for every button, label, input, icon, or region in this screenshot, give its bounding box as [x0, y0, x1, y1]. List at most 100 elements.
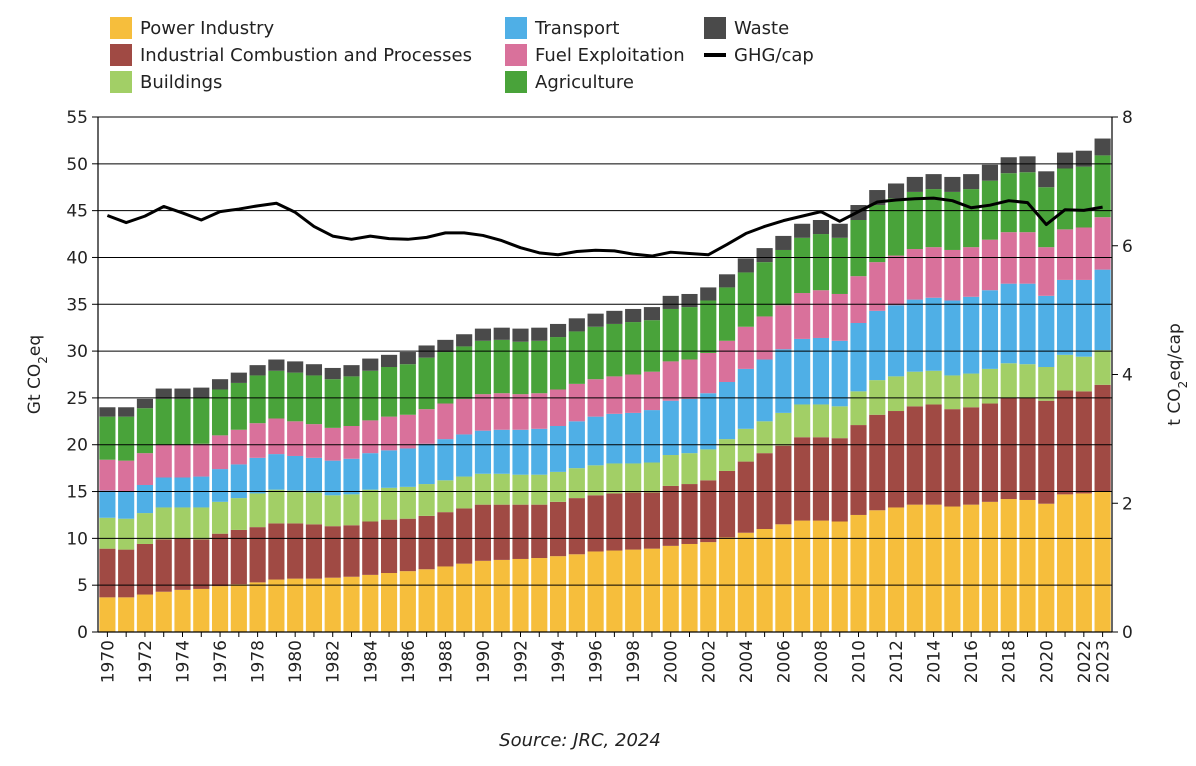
bar-waste-1975 [193, 387, 210, 398]
bar-waste-1985 [380, 354, 398, 368]
bar-industrial-combustion-and-processes-1998 [625, 492, 642, 550]
bar-fuel-exploitation-2005 [756, 316, 773, 360]
bar-power-industry-1998 [625, 549, 642, 632]
bar-power-industry-1999 [643, 548, 661, 632]
bar-industrial-combustion-and-processes-1982 [324, 526, 341, 578]
bar-transport-1979 [268, 454, 285, 490]
y-tick-label-30: 30 [66, 342, 88, 362]
bar-buildings-1995 [568, 468, 585, 499]
bar-industrial-combustion-and-processes-2011 [869, 414, 886, 511]
bar-buildings-1989 [456, 476, 473, 509]
bar-fuel-exploitation-2021 [1056, 229, 1074, 280]
bar-industrial-combustion-and-processes-1973 [155, 539, 172, 592]
bar-agriculture-2007 [794, 237, 811, 294]
y-tick-label-55: 55 [66, 108, 88, 128]
bar-fuel-exploitation-1974 [174, 444, 191, 478]
bar-buildings-2010 [850, 391, 867, 426]
bar-fuel-exploitation-1988 [437, 403, 454, 440]
bar-industrial-combustion-and-processes-1993 [531, 504, 548, 559]
bar-transport-1986 [399, 448, 416, 487]
bar-fuel-exploitation-1971 [118, 460, 135, 492]
bar-waste-1981 [305, 364, 323, 376]
x-tick-label-2006: 2006 [774, 640, 794, 683]
bar-agriculture-1998 [625, 322, 642, 375]
bar-fuel-exploitation-1990 [474, 394, 492, 431]
bar-transport-2012 [887, 305, 905, 377]
bar-transport-1974 [174, 477, 191, 508]
bar-waste-2012 [887, 183, 905, 199]
legend-item-agriculture: Agriculture [505, 70, 634, 94]
bar-transport-1999 [643, 410, 661, 463]
bar-agriculture-2011 [869, 205, 886, 263]
bar-waste-1972 [136, 398, 154, 409]
bar-buildings-2019 [1019, 364, 1036, 398]
bar-buildings-1972 [136, 513, 154, 544]
bar-agriculture-1979 [268, 370, 285, 419]
bar-power-industry-1993 [531, 558, 548, 632]
bar-industrial-combustion-and-processes-1977 [230, 529, 247, 585]
legend-label: Buildings [140, 71, 223, 93]
bar-power-industry-1978 [249, 582, 266, 632]
bar-agriculture-1974 [174, 398, 191, 445]
bar-power-industry-1995 [568, 554, 585, 632]
bar-transport-2016 [963, 296, 980, 374]
bar-waste-2014 [925, 174, 942, 190]
bar-waste-2005 [756, 248, 773, 263]
bar-buildings-1978 [249, 493, 266, 528]
bar-power-industry-1979 [268, 579, 285, 632]
bar-industrial-combustion-and-processes-2001 [681, 484, 698, 544]
bar-power-industry-2018 [1000, 499, 1017, 632]
bar-buildings-2020 [1038, 367, 1055, 401]
bar-waste-1991 [493, 327, 510, 340]
bar-waste-1974 [174, 388, 191, 399]
bar-waste-1989 [456, 334, 473, 347]
bar-industrial-combustion-and-processes-2023 [1094, 384, 1111, 492]
bar-agriculture-2009 [831, 237, 848, 294]
bar-industrial-combustion-and-processes-2013 [906, 406, 923, 505]
x-tick-label-2014: 2014 [925, 640, 945, 683]
bar-industrial-combustion-and-processes-2018 [1000, 397, 1017, 500]
bar-buildings-2002 [700, 449, 717, 481]
bar-power-industry-1975 [193, 588, 210, 632]
bar-power-industry-2006 [775, 524, 792, 632]
bar-buildings-2006 [775, 412, 792, 446]
bar-fuel-exploitation-2023 [1094, 217, 1111, 270]
bar-industrial-combustion-and-processes-2014 [925, 404, 942, 505]
x-tick-label-1978: 1978 [249, 640, 269, 683]
bar-waste-1982 [324, 367, 341, 380]
y2-tick-label-2: 2 [1122, 494, 1133, 514]
bar-transport-2011 [869, 310, 886, 381]
legend-label: Power Industry [140, 17, 275, 39]
bar-fuel-exploitation-1986 [399, 414, 416, 449]
bar-power-industry-1982 [324, 577, 341, 632]
legend-swatch [110, 17, 132, 39]
bar-power-industry-1976 [211, 586, 229, 632]
bar-buildings-2012 [887, 376, 905, 412]
bar-fuel-exploitation-1976 [211, 435, 229, 470]
bar-buildings-2015 [944, 375, 961, 410]
bar-waste-2016 [963, 174, 980, 190]
bar-buildings-1979 [268, 489, 285, 524]
bar-industrial-combustion-and-processes-1974 [174, 538, 191, 590]
x-tick-label-2004: 2004 [737, 640, 757, 683]
y-tick-label-20: 20 [66, 436, 88, 456]
bar-transport-2023 [1094, 269, 1111, 351]
bar-buildings-1985 [380, 487, 398, 520]
bar-fuel-exploitation-1980 [287, 421, 304, 456]
legend-label: Industrial Combustion and Processes [140, 44, 472, 66]
bar-buildings-2022 [1075, 356, 1092, 392]
bar-agriculture-2022 [1075, 166, 1092, 228]
bar-industrial-combustion-and-processes-2022 [1075, 391, 1092, 494]
x-tick-label-2010: 2010 [850, 640, 870, 683]
bar-power-industry-2014 [925, 504, 942, 632]
bar-waste-1971 [118, 407, 135, 417]
legend-swatch [704, 53, 726, 57]
legend-swatch [505, 44, 527, 66]
bar-fuel-exploitation-1981 [305, 424, 323, 458]
bar-industrial-combustion-and-processes-1986 [399, 518, 416, 572]
x-tick-label-1994: 1994 [549, 640, 569, 683]
bar-fuel-exploitation-1994 [549, 389, 567, 426]
bar-waste-1992 [512, 328, 529, 342]
legend-label: Waste [734, 17, 790, 39]
x-tick-label-1980: 1980 [286, 640, 306, 683]
